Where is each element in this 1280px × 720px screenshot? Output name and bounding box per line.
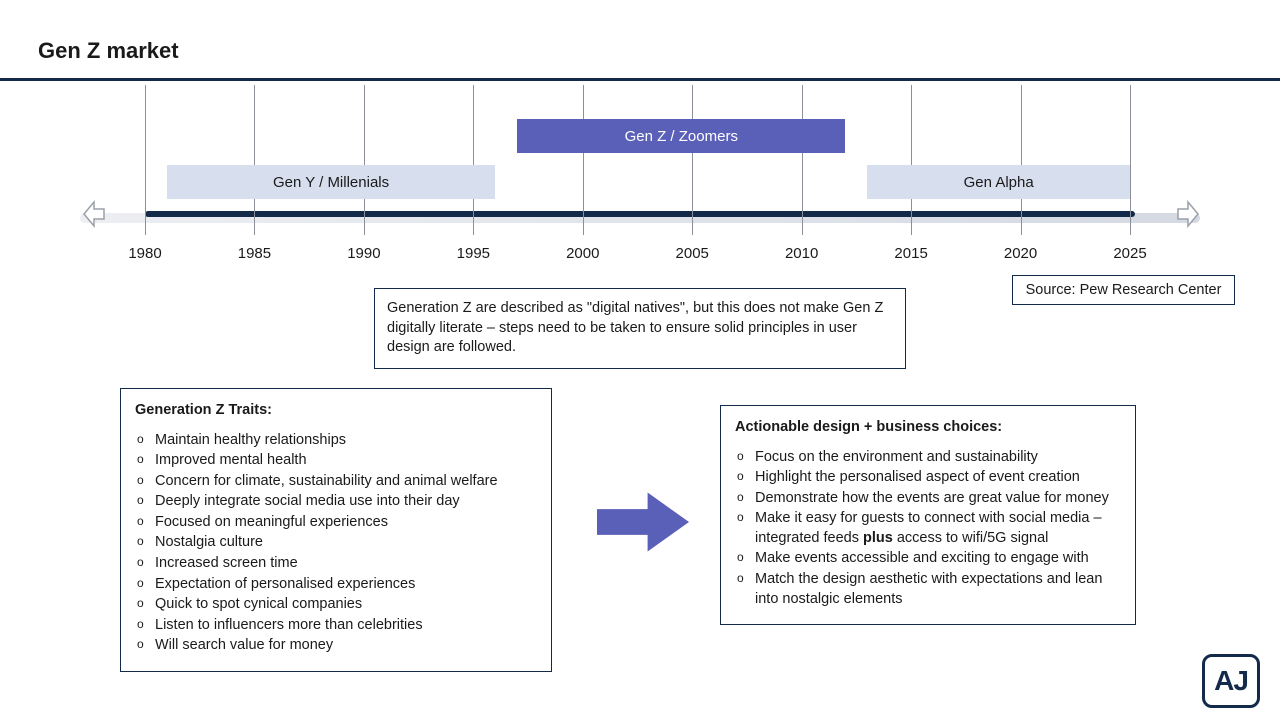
list-item: Make events accessible and exciting to e…: [737, 549, 1121, 569]
timeline-tick-label: 2020: [1004, 245, 1037, 262]
logo-badge: AJ: [1202, 654, 1260, 708]
list-item: Expectation of personalised experiences: [137, 575, 537, 595]
source-citation: Source: Pew Research Center: [1012, 275, 1235, 305]
timeline: 1980 1985 1990 1995 2000 2005 2010 2015 2020 2025…: [80, 85, 1200, 285]
actions-heading: Actionable design + business choices:: [735, 418, 1121, 438]
timeline-arrow-left-icon: [82, 200, 106, 228]
generation-bar: Gen Alpha: [867, 165, 1130, 199]
slide-title: Gen Z market: [38, 38, 179, 64]
description-box: Generation Z are described as "digital n…: [374, 288, 906, 369]
timeline-axis: [145, 211, 1135, 217]
timeline-tick-label: 1995: [457, 245, 490, 262]
actions-box: Actionable design + business choices: Fo…: [720, 405, 1136, 625]
generation-bar: Gen Z / Zoomers: [517, 119, 845, 153]
list-item: Nostalgia culture: [137, 533, 537, 553]
traits-heading: Generation Z Traits:: [135, 401, 537, 421]
traits-list: Maintain healthy relationshipsImproved m…: [135, 431, 537, 656]
timeline-tick-label: 2015: [894, 245, 927, 262]
timeline-tick-label: 1990: [347, 245, 380, 262]
timeline-tick-label: 2010: [785, 245, 818, 262]
list-item: Listen to influencers more than celebrit…: [137, 616, 537, 636]
timeline-tick: [911, 85, 912, 235]
list-item: Concern for climate, sustainability and …: [137, 472, 537, 492]
list-item: Focused on meaningful experiences: [137, 513, 537, 533]
timeline-tick-label: 2000: [566, 245, 599, 262]
timeline-tick: [145, 85, 146, 235]
timeline-tick: [692, 85, 693, 235]
generation-bar: Gen Y / Millenials: [167, 165, 495, 199]
timeline-tick-label: 2025: [1113, 245, 1146, 262]
timeline-tick: [1021, 85, 1022, 235]
timeline-tick: [473, 85, 474, 235]
timeline-tick-label: 1980: [128, 245, 161, 262]
timeline-tick: [1130, 85, 1131, 235]
list-item: Maintain healthy relationships: [137, 431, 537, 451]
timeline-tick-label: 1985: [238, 245, 271, 262]
title-underline: [0, 78, 1280, 81]
list-item: Highlight the personalised aspect of eve…: [737, 468, 1121, 488]
list-item: Demonstrate how the events are great val…: [737, 489, 1121, 509]
list-item: Will search value for money: [137, 636, 537, 656]
timeline-tick: [254, 85, 255, 235]
actions-list: Focus on the environment and sustainabil…: [735, 448, 1121, 610]
arrow-right-icon: [597, 490, 689, 554]
list-item: Increased screen time: [137, 554, 537, 574]
list-item: Improved mental health: [137, 451, 537, 471]
timeline-tick: [802, 85, 803, 235]
list-item: Quick to spot cynical companies: [137, 595, 537, 615]
timeline-tick: [364, 85, 365, 235]
timeline-arrow-right-icon: [1176, 200, 1200, 228]
list-item: Focus on the environment and sustainabil…: [737, 448, 1121, 468]
traits-box: Generation Z Traits: Maintain healthy re…: [120, 388, 552, 672]
timeline-tick: [583, 85, 584, 235]
list-item: Make it easy for guests to connect with …: [737, 509, 1121, 548]
list-item: Deeply integrate social media use into t…: [137, 492, 537, 512]
timeline-tick-label: 2005: [676, 245, 709, 262]
list-item: Match the design aesthetic with expectat…: [737, 570, 1121, 609]
